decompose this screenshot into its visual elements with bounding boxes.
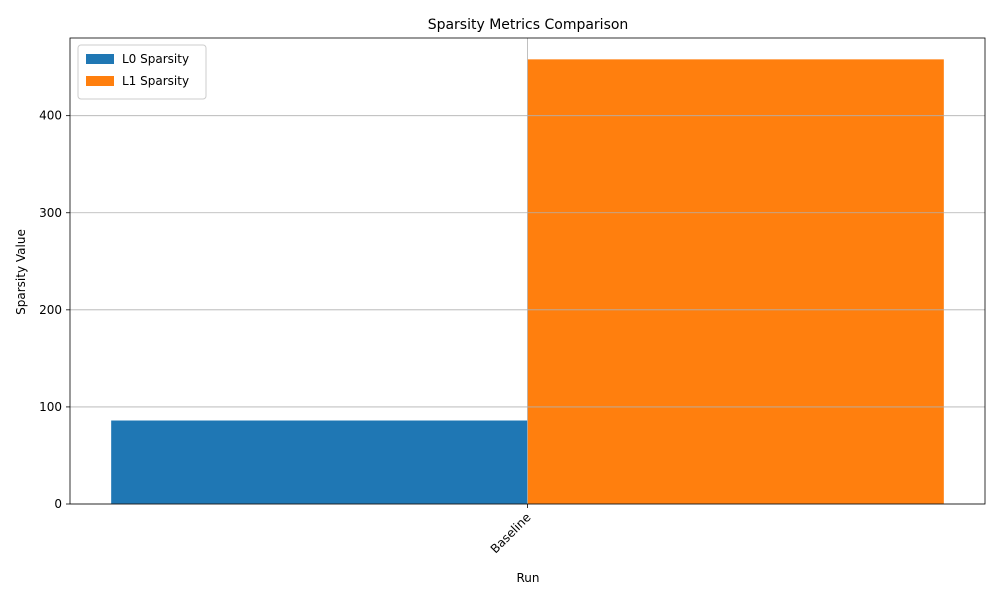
chart-title: Sparsity Metrics Comparison [428,17,629,33]
y-tick-label: 100 [39,400,62,414]
bar-l1-sparsity-baseline [527,59,944,504]
y-axis-label: Sparsity Value [14,229,28,315]
y-tick-label: 300 [39,206,62,220]
legend-label: L0 Sparsity [122,52,189,66]
legend-label: L1 Sparsity [122,74,189,88]
legend: L0 Sparsity L1 Sparsity [77,44,207,100]
x-axis-label: Run [516,571,539,585]
y-tick-label: 200 [39,303,62,317]
legend-swatch-l1-sparsity [86,76,114,86]
bars-layer [111,59,944,504]
y-tick-label: 0 [54,497,62,511]
bar-l0-sparsity-baseline [111,420,528,504]
axes-frame [69,37,986,505]
y-tick-label: 400 [39,109,62,123]
legend-swatch-l0-sparsity [86,54,114,64]
